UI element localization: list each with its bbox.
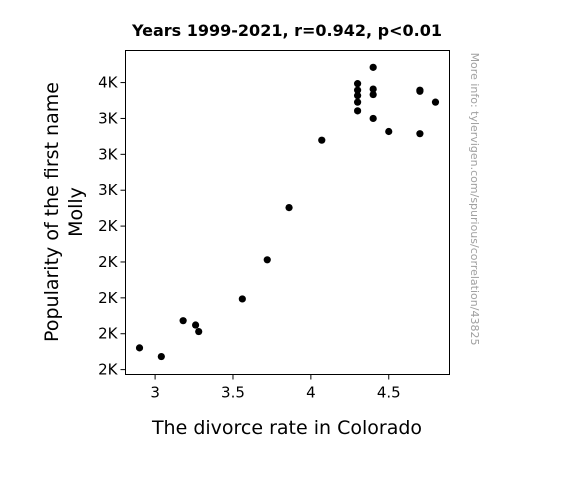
y-axis-label-line-1: Popularity of the first name bbox=[41, 82, 63, 342]
x-axis-label: The divorce rate in Colorado bbox=[151, 417, 422, 439]
data-point bbox=[263, 256, 271, 264]
data-point bbox=[353, 80, 362, 88]
data-point bbox=[416, 87, 424, 95]
y-tick-label: 3K bbox=[98, 145, 119, 163]
data-points bbox=[135, 63, 440, 361]
x-tick-label: 3 bbox=[150, 384, 160, 402]
y-tick-label: 2K bbox=[98, 289, 119, 307]
plot-area-frame bbox=[125, 50, 450, 375]
data-point bbox=[238, 295, 246, 303]
y-tick-label: 4K bbox=[98, 74, 119, 92]
y-tick-label: 3K bbox=[98, 109, 119, 127]
data-point bbox=[179, 317, 187, 325]
y-tick-label: 2K bbox=[98, 325, 119, 343]
y-tick-label: 3K bbox=[98, 181, 119, 199]
x-tick-label: 4.5 bbox=[377, 384, 401, 402]
data-point bbox=[318, 136, 326, 144]
y-axis-label-line-2: Molly bbox=[65, 187, 87, 237]
chart-title: Years 1999-2021, r=0.942, p<0.01 bbox=[131, 21, 442, 40]
data-point bbox=[157, 352, 165, 361]
data-point bbox=[431, 98, 440, 106]
x-tick-label: 4 bbox=[306, 384, 316, 402]
data-point bbox=[369, 90, 377, 99]
data-point bbox=[385, 127, 393, 136]
y-tick-label: 2K bbox=[98, 361, 119, 379]
data-point bbox=[369, 114, 377, 123]
y-axis-ticks: 2K 2K 2K 2K 2K 3K 3K 3K 4K bbox=[98, 74, 126, 379]
x-axis-ticks: 3 3.5 4 4.5 bbox=[150, 374, 401, 402]
y-tick-label: 2K bbox=[98, 217, 119, 235]
data-point bbox=[285, 204, 293, 212]
source-watermark: More info: tylervigen.com/spurious/corre… bbox=[468, 53, 481, 346]
data-point bbox=[195, 327, 203, 336]
y-axis-label: Popularity of the first name Molly bbox=[41, 82, 87, 342]
data-point bbox=[353, 86, 362, 94]
data-point bbox=[135, 344, 144, 352]
y-tick-label: 2K bbox=[98, 253, 119, 271]
data-point bbox=[191, 321, 200, 329]
data-point bbox=[416, 130, 424, 138]
data-point bbox=[369, 63, 377, 71]
data-point bbox=[369, 85, 377, 93]
data-point bbox=[353, 92, 362, 100]
data-point bbox=[353, 98, 362, 106]
x-tick-label: 3.5 bbox=[221, 384, 245, 402]
data-point bbox=[353, 107, 362, 115]
